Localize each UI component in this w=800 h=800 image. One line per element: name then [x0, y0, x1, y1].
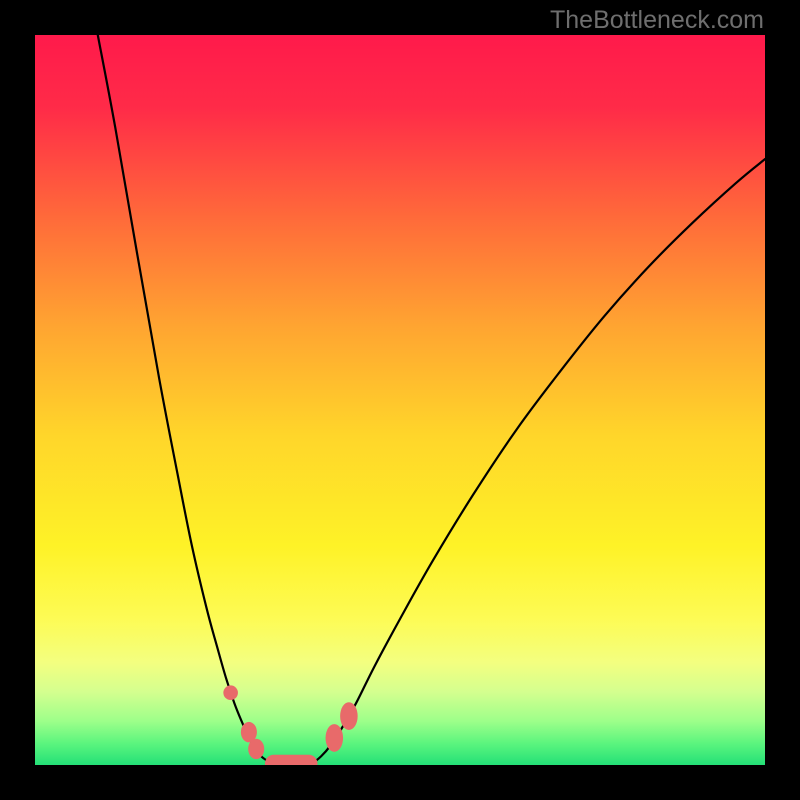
data-marker — [223, 685, 238, 700]
figure-root: TheBottleneck.com — [0, 0, 800, 800]
data-marker — [248, 739, 264, 759]
plot-area — [35, 35, 765, 765]
data-marker — [326, 724, 344, 752]
data-marker-bar — [265, 755, 318, 765]
gradient-background — [35, 35, 765, 765]
data-marker — [340, 702, 358, 730]
watermark-text: TheBottleneck.com — [550, 6, 764, 35]
plot-svg — [35, 35, 765, 765]
